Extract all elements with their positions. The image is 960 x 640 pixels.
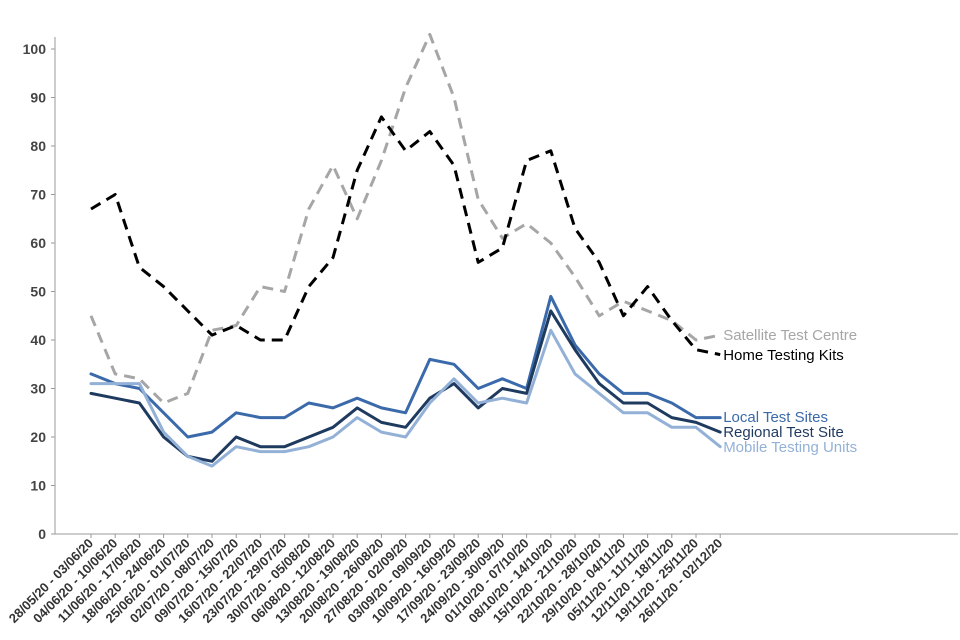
y-tick-label: 80 [30, 138, 46, 154]
series-label: Home Testing Kits [723, 347, 844, 364]
series-label: Satellite Test Centre [723, 327, 857, 344]
y-tick-label: 90 [30, 90, 46, 106]
y-tick-label: 100 [23, 41, 47, 57]
series-line-satellite-test-centre [89, 32, 721, 405]
series-labels: Satellite Test Centre Home Testing Kits Lo… [723, 327, 857, 456]
series-line-local-test-sites [89, 294, 722, 439]
y-tick-label: 0 [38, 526, 46, 542]
y-tick-label: 70 [30, 187, 46, 203]
series-label: Mobile Testing Units [723, 439, 857, 456]
y-tick-label: 10 [30, 478, 46, 494]
series-line-mobile-testing-units [89, 328, 722, 468]
series-label: Local Test Sites [723, 409, 828, 426]
y-tick-label: 40 [30, 332, 46, 348]
series-label: Regional Test Site [723, 424, 844, 441]
y-tick-label: 50 [30, 284, 46, 300]
series-line-regional-test-site [89, 309, 722, 463]
series-line-home-testing-kits [90, 115, 721, 357]
series-lines [89, 32, 722, 468]
y-tick-label: 60 [30, 235, 46, 251]
y-tick-label: 20 [30, 429, 46, 445]
y-tick-label: 30 [30, 381, 46, 397]
